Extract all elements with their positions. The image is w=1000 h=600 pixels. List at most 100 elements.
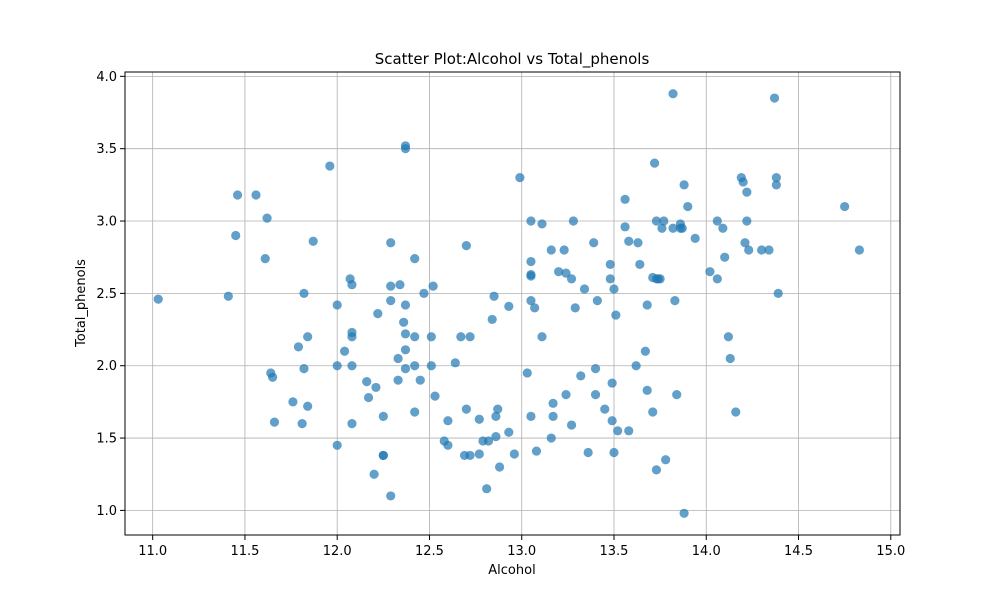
scatter-point (461, 241, 471, 251)
scatter-point (400, 364, 411, 374)
scatter-point (332, 361, 342, 371)
scatter-point (347, 418, 357, 429)
scatter-point (223, 291, 233, 301)
scatter-point (260, 254, 270, 264)
scatter-point (332, 440, 342, 450)
scatter-point (631, 361, 641, 371)
scatter-point (537, 332, 547, 342)
scatter-point (771, 180, 781, 190)
points-layer (153, 89, 865, 518)
y-tick-label: 4.0 (96, 70, 117, 85)
x-tick-label: 11.5 (230, 544, 259, 559)
scatter-point (504, 427, 514, 437)
scatter-point (640, 346, 650, 356)
y-tick-label: 2.0 (96, 359, 117, 374)
scatter-point (419, 288, 429, 298)
x-tick-label: 12.0 (323, 544, 352, 559)
scatter-point (493, 404, 503, 414)
scatter-point (620, 194, 630, 204)
scatter-point (522, 368, 532, 378)
scatter-point (546, 433, 556, 443)
scatter-point (363, 392, 374, 403)
scatter-point (723, 332, 733, 342)
scatter-point (548, 398, 558, 408)
scatter-point (633, 238, 643, 248)
scatter-point (526, 411, 536, 421)
scatter-point (378, 411, 388, 421)
x-tick-label: 13.5 (600, 544, 629, 559)
scatter-point (725, 353, 735, 364)
scatter-point (232, 190, 243, 200)
y-tick-label: 3.0 (96, 215, 117, 230)
scatter-point (530, 303, 540, 313)
y-tick-label: 1.5 (96, 432, 117, 447)
grid-layer (125, 72, 900, 535)
scatter-point (231, 230, 241, 241)
scatter-point (297, 418, 307, 429)
scatter-point (672, 390, 682, 400)
scatter-point (483, 436, 494, 446)
scatter-point (515, 173, 525, 183)
scatter-point (461, 404, 471, 414)
scatter-point (624, 236, 634, 246)
y-tick-label: 3.5 (96, 142, 117, 157)
scatter-point (369, 469, 379, 479)
scatter-point (526, 216, 536, 226)
x-tick-label: 11.0 (138, 544, 167, 559)
scatter-point (482, 484, 492, 494)
scatter-point (624, 426, 634, 436)
scatter-point (325, 161, 335, 171)
scatter-point (554, 267, 564, 277)
scatter-point (769, 93, 780, 103)
scatter-point (308, 236, 318, 246)
scatter-point (526, 271, 536, 281)
plot-frame (124, 71, 901, 536)
scatter-point (738, 177, 748, 187)
scatter-point (579, 284, 590, 294)
scatter-point (655, 274, 665, 284)
scatter-point (642, 385, 652, 395)
scatter-point (620, 222, 630, 232)
scatter-point (378, 450, 388, 461)
scatter-point (526, 296, 536, 306)
scatter-point (293, 342, 304, 352)
scatter-point (712, 216, 722, 226)
scatter-point (415, 375, 425, 385)
scatter-point (635, 259, 645, 270)
ticks-layer: 11.0 11.5 12.0 12.5 13.0 13.5 14.0 14.5 15.0 1.0 1… (96, 70, 905, 559)
scatter-point (491, 411, 501, 421)
scatter-point (764, 245, 774, 255)
scatter-point (548, 411, 558, 421)
scatter-point (590, 364, 601, 374)
scatter-point (362, 377, 372, 387)
scatter-point (474, 449, 484, 459)
scatter-point (491, 432, 501, 442)
scatter-point (607, 378, 617, 388)
scatter-point (268, 372, 278, 382)
scatter-point (677, 223, 687, 233)
scatter-point (731, 407, 741, 417)
scatter-point (570, 303, 580, 313)
scatter-point (426, 361, 436, 371)
scatter-point (609, 284, 619, 294)
scatter-point (399, 317, 409, 327)
x-tick-label: 14.0 (692, 544, 721, 559)
scatter-point (410, 361, 420, 371)
scatter-point (566, 420, 577, 430)
scatter-point (613, 426, 623, 436)
scatter-point (757, 245, 767, 255)
scatter-point (742, 187, 752, 197)
y-axis-title: Total_phenols (74, 259, 89, 348)
scatter-point (410, 332, 420, 342)
scatter-point (443, 416, 453, 426)
scatter-point (443, 440, 453, 450)
scatter-point (670, 296, 680, 306)
scatter-point (537, 219, 547, 229)
scatter-point (590, 390, 601, 400)
scatter-point (690, 233, 700, 243)
scatter-point (465, 450, 475, 461)
scatter-point (428, 281, 438, 291)
scatter-point (494, 462, 505, 472)
scatter-point (740, 238, 750, 248)
